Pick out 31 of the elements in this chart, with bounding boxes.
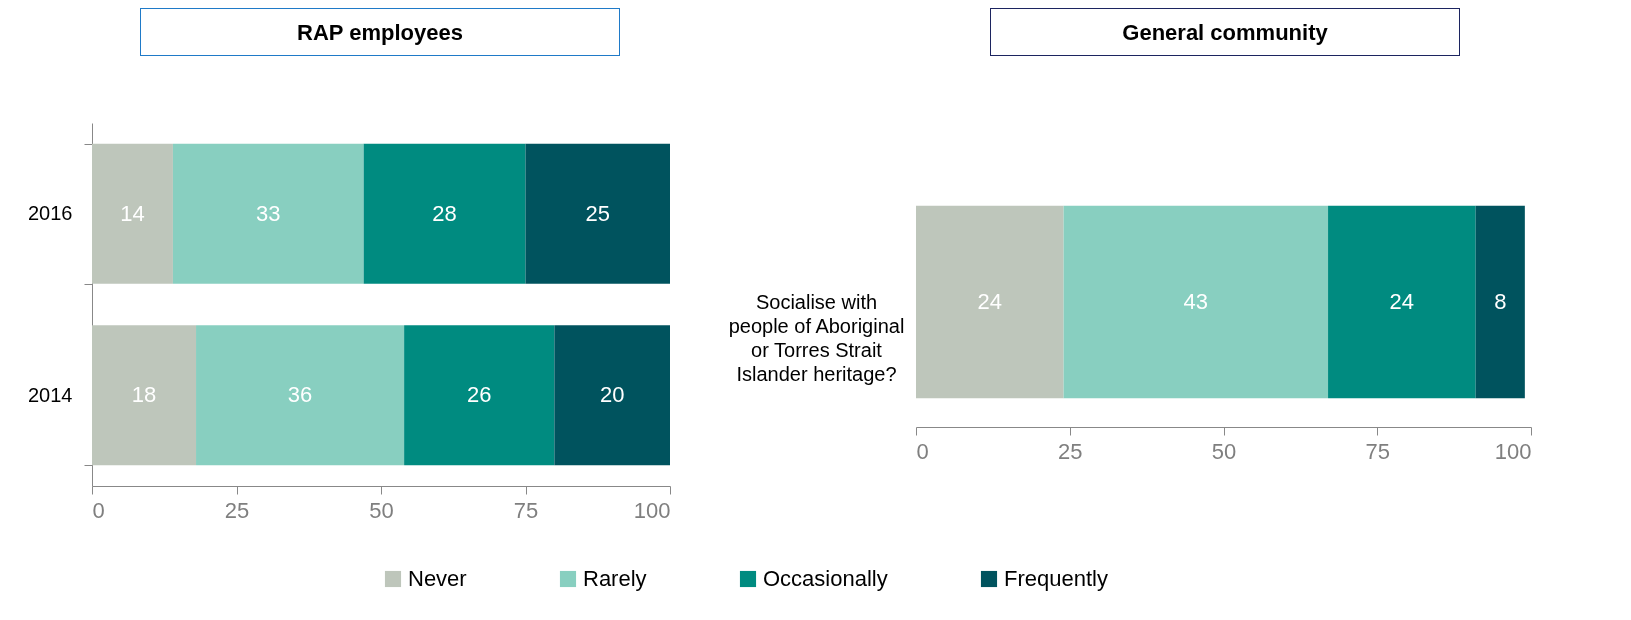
data-label: 26 xyxy=(467,382,492,408)
y-tick-label: 2016 xyxy=(28,202,73,225)
x-tick-label: 100 xyxy=(633,497,671,523)
chart-title: General community xyxy=(990,8,1460,56)
data-label: 24 xyxy=(1389,289,1415,314)
data-label: 8 xyxy=(1494,289,1507,314)
data-label: 36 xyxy=(287,382,313,408)
y-tick-label: 2014 xyxy=(28,383,73,406)
legend-label: Never xyxy=(408,566,467,591)
legend-label: Rarely xyxy=(583,566,647,591)
chart-title: RAP employees xyxy=(140,8,620,56)
data-label: 20 xyxy=(599,382,625,408)
x-tick-label: 50 xyxy=(369,497,394,523)
data-label: 24 xyxy=(977,289,1003,314)
y-tick-label: Socialise with people of Aboriginal or Torres Strait Islander heritage? xyxy=(728,290,905,385)
x-tick-label: 25 xyxy=(1058,438,1083,464)
x-tick-label: 100 xyxy=(1494,438,1532,464)
data-label: 18 xyxy=(131,382,157,408)
x-tick-label: 50 xyxy=(1211,438,1237,464)
data-label: 28 xyxy=(432,200,457,226)
data-label: 14 xyxy=(120,200,145,226)
x-tick-label: 0 xyxy=(92,497,105,523)
data-label: 43 xyxy=(1183,289,1209,314)
x-tick-label: 0 xyxy=(916,438,929,464)
x-tick-label: 75 xyxy=(1365,438,1390,464)
legend-label: Occasionally xyxy=(763,566,888,591)
x-tick-label: 25 xyxy=(224,497,250,523)
data-label: 33 xyxy=(256,200,281,226)
x-tick-label: 75 xyxy=(513,497,539,523)
data-label: 25 xyxy=(585,200,610,226)
legend-label: Frequently xyxy=(1004,566,1108,591)
